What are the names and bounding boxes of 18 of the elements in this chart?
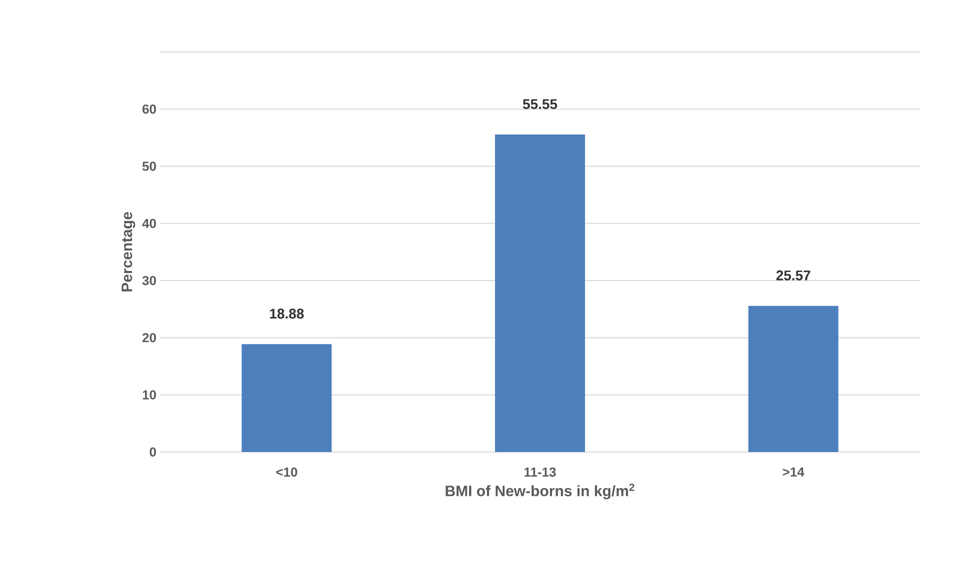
y-tick-label: 20 [142, 333, 156, 342]
y-tick-label: 10 [142, 390, 156, 400]
bar [242, 344, 332, 452]
data-label: 55.55 [522, 99, 558, 110]
y-tick-label: 40 [142, 218, 156, 228]
data-label: 25.57 [776, 270, 810, 280]
y-tick-label: 60 [142, 104, 156, 114]
y-axis-title: Percentage [122, 212, 136, 292]
y-tick-label: 30 [142, 276, 156, 286]
data-label: 18.88 [270, 308, 304, 319]
x-tick-label: <10 [276, 468, 298, 477]
bar [748, 306, 838, 452]
x-axis-title: BMI of New-borns in kg/m$^{2}$ [446, 484, 634, 500]
bar [495, 134, 586, 452]
y-tick-label: 50 [142, 162, 156, 171]
y-tick-label: 0 [150, 447, 156, 457]
x-tick-label: >14 [782, 468, 804, 476]
x-tick-label: 11-13 [524, 468, 556, 477]
